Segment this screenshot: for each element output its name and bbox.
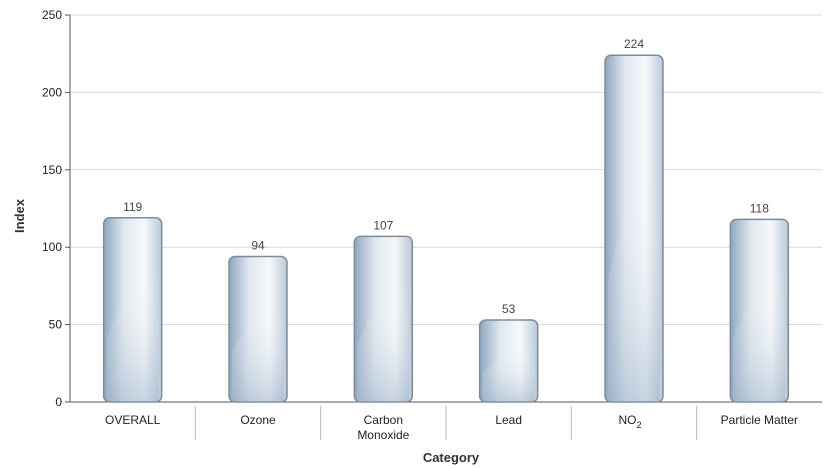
x-tick-label: NO2 xyxy=(618,413,641,430)
x-tick-label: OVERALL xyxy=(105,413,161,427)
bar-4 xyxy=(604,54,664,403)
bar-gloss xyxy=(232,300,284,401)
data-label: 94 xyxy=(251,238,265,252)
bar-gloss xyxy=(357,286,410,401)
x-axis-title: Category xyxy=(423,450,480,465)
y-tick-label: 50 xyxy=(49,318,63,332)
data-label: 118 xyxy=(750,201,769,215)
data-label: 119 xyxy=(123,200,142,214)
bar-3 xyxy=(478,319,539,403)
gridlines xyxy=(70,14,822,326)
bars xyxy=(102,54,790,403)
bar-gloss xyxy=(482,344,535,401)
y-tick-label: 150 xyxy=(42,163,62,177)
x-tick-label: Particle Matter xyxy=(721,413,798,427)
y-tick-label: 200 xyxy=(42,85,62,99)
data-label: 53 xyxy=(502,302,516,316)
y-tick-label: 250 xyxy=(42,8,62,22)
axes xyxy=(65,14,822,440)
bar-gloss xyxy=(608,159,660,401)
bar-2 xyxy=(353,235,414,403)
x-tick-label: Monoxide xyxy=(357,428,409,442)
bar-5 xyxy=(729,218,790,403)
bar-gloss xyxy=(733,274,786,401)
bar-1 xyxy=(228,255,288,403)
y-tick-label: 0 xyxy=(55,395,62,409)
data-label: 224 xyxy=(624,37,644,51)
bar-gloss xyxy=(106,273,159,401)
x-tick-label: Ozone xyxy=(240,413,276,427)
labels: 0 50 100 150 200 250 119 OVERALL 94 Ozone 107 Carbo… xyxy=(42,8,798,442)
x-tick-label: Lead xyxy=(495,413,522,427)
bar-0 xyxy=(102,217,163,403)
x-tick-label: Carbon xyxy=(364,413,403,427)
y-axis-title: Index xyxy=(12,198,27,233)
data-label: 107 xyxy=(373,218,393,232)
y-tick-label: 100 xyxy=(42,240,62,254)
